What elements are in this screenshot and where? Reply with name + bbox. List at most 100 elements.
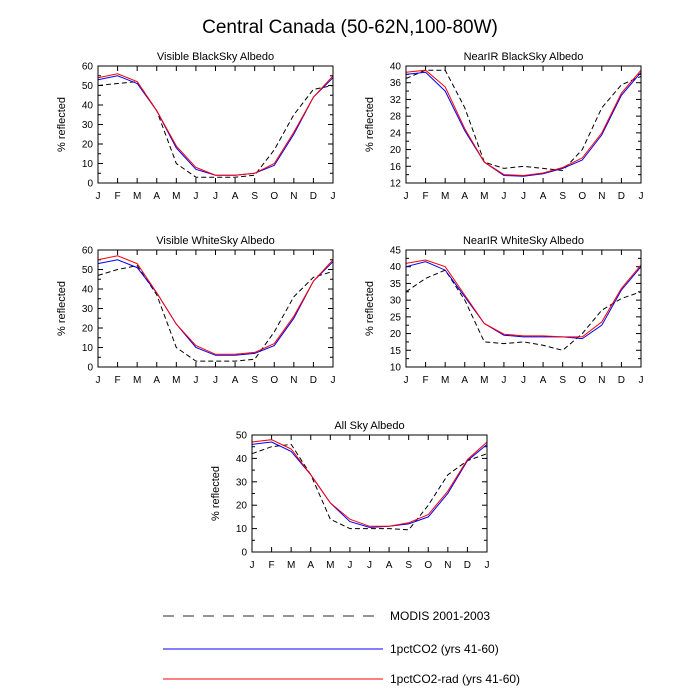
y-tick-label: 40 xyxy=(236,454,248,465)
x-tick-label: M xyxy=(480,375,488,386)
x-tick-label: J xyxy=(250,560,255,571)
x-tick-label: O xyxy=(578,375,586,386)
series-line-3 xyxy=(405,69,642,177)
legend-label-2: 1pctCO2 (yrs 41-60) xyxy=(390,642,499,656)
y-tick-label: 50 xyxy=(82,265,94,276)
x-tick-label: M xyxy=(480,191,488,202)
x-tick-label: S xyxy=(559,375,566,386)
x-tick-label: M xyxy=(133,191,141,202)
y-tick-label: 60 xyxy=(82,62,94,73)
x-tick-label: N xyxy=(290,191,297,202)
x-tick-label: F xyxy=(115,375,121,386)
series-line-1 xyxy=(97,265,334,362)
x-tick-label: J xyxy=(96,191,101,202)
y-tick-label: 40 xyxy=(82,285,94,296)
y-tick-label: 30 xyxy=(236,477,248,488)
y-tick-label: 10 xyxy=(390,363,402,374)
plot-frame xyxy=(97,65,334,184)
x-tick-label: O xyxy=(578,191,586,202)
series-line-2 xyxy=(97,259,334,356)
x-tick-label: N xyxy=(444,560,451,571)
y-tick-label: 25 xyxy=(390,312,402,323)
x-tick-label: N xyxy=(598,375,605,386)
x-tick-label: S xyxy=(559,191,566,202)
x-tick-label: S xyxy=(251,375,258,386)
x-tick-label: J xyxy=(404,191,409,202)
plot-frame xyxy=(251,434,488,553)
x-tick-label: A xyxy=(307,560,314,571)
y-tick-label: 10 xyxy=(82,343,94,354)
series-line-2 xyxy=(405,71,642,177)
x-tick-label: S xyxy=(405,560,412,571)
series-line-2 xyxy=(405,261,642,340)
y-tick-label: 20 xyxy=(236,501,248,512)
x-tick-label: J xyxy=(639,191,644,202)
chart-panel-3: Visible WhiteSky Albedo % reflected J F M A M J… xyxy=(56,235,336,386)
figure-title: Central Canada (50-62N,100-80W) xyxy=(202,17,498,38)
series-line-3 xyxy=(97,255,334,355)
chart-panel-2: NearIR BlackSky Albedo % reflected J F M A M J J… xyxy=(364,51,644,202)
x-tick-label: M xyxy=(172,375,180,386)
series-line-2 xyxy=(251,441,488,528)
x-tick-label: M xyxy=(441,191,449,202)
y-tick-label: 20 xyxy=(390,329,402,340)
y-tick-label: 50 xyxy=(236,431,248,442)
series-line-1 xyxy=(97,81,334,178)
y-axis-label: % reflected xyxy=(364,97,376,152)
x-tick-label: D xyxy=(310,375,317,386)
x-tick-label: D xyxy=(464,560,471,571)
x-tick-label: O xyxy=(270,191,278,202)
plot-frame xyxy=(97,249,334,368)
y-tick-label: 30 xyxy=(82,304,94,315)
x-tick-label: A xyxy=(540,191,547,202)
x-tick-label: O xyxy=(270,375,278,386)
x-tick-label: A xyxy=(153,191,160,202)
y-tick-label: 40 xyxy=(82,101,94,112)
y-tick-label: 20 xyxy=(82,140,94,151)
x-tick-label: A xyxy=(540,375,547,386)
x-tick-label: D xyxy=(618,375,625,386)
y-axis-label: % reflected xyxy=(210,466,222,521)
x-tick-label: D xyxy=(618,191,625,202)
y-tick-label: 30 xyxy=(82,120,94,131)
x-tick-label: J xyxy=(501,191,506,202)
series-line-1 xyxy=(405,269,642,351)
x-tick-label: M xyxy=(441,375,449,386)
chart-title: Visible WhiteSky Albedo xyxy=(156,235,274,247)
x-tick-label: M xyxy=(172,191,180,202)
x-tick-label: J xyxy=(367,560,372,571)
x-tick-label: J xyxy=(213,375,218,386)
series-line-1 xyxy=(405,69,642,172)
x-tick-label: D xyxy=(310,191,317,202)
x-tick-label: J xyxy=(404,375,409,386)
y-tick-label: 35 xyxy=(390,279,402,290)
x-tick-label: F xyxy=(423,375,429,386)
x-tick-label: A xyxy=(232,191,239,202)
y-tick-label: 20 xyxy=(390,145,402,156)
y-tick-label: 0 xyxy=(241,548,247,559)
x-tick-label: A xyxy=(461,191,468,202)
x-tick-label: F xyxy=(269,560,275,571)
x-tick-label: J xyxy=(521,375,526,386)
panels: Visible BlackSky Albedo % reflected J F M A M J… xyxy=(56,51,644,571)
legend: MODIS 2001-2003 1pctCO2 (yrs 41-60) 1pctCO… xyxy=(163,609,520,686)
y-tick-label: 15 xyxy=(390,346,402,357)
series-line-3 xyxy=(405,259,642,338)
y-tick-label: 30 xyxy=(390,296,402,307)
y-tick-label: 10 xyxy=(82,159,94,170)
x-tick-label: J xyxy=(347,560,352,571)
y-tick-label: 24 xyxy=(390,128,402,139)
x-tick-label: M xyxy=(326,560,334,571)
chart-panel-4: NearIR WhiteSky Albedo % reflected J F M A M J J… xyxy=(364,235,644,386)
y-axis-label: % reflected xyxy=(364,281,376,336)
y-tick-label: 28 xyxy=(390,112,402,123)
legend-label-3: 1pctCO2-rad (yrs 41-60) xyxy=(390,672,520,686)
chart-title: Visible BlackSky Albedo xyxy=(157,51,274,63)
x-tick-label: O xyxy=(424,560,432,571)
x-tick-label: A xyxy=(153,375,160,386)
chart-panel-1: Visible BlackSky Albedo % reflected J F M A M J… xyxy=(56,51,336,202)
legend-label-1: MODIS 2001-2003 xyxy=(390,609,490,623)
